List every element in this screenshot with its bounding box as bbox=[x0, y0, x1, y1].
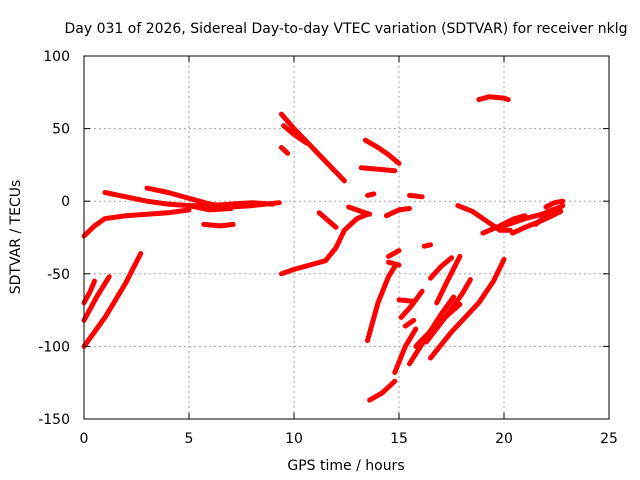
x-axis-label: GPS time / hours bbox=[287, 458, 404, 474]
data-series-arc-23 bbox=[367, 378, 398, 403]
data-series-arc-36 bbox=[455, 203, 513, 233]
data-series-arc-20 bbox=[386, 248, 402, 259]
x-tick-label: 25 bbox=[600, 431, 618, 447]
data-series-arc-30 bbox=[423, 277, 473, 345]
y-axis-label: SDTVAR / TECUs bbox=[8, 180, 24, 295]
data-series-arc-15 bbox=[362, 137, 402, 166]
x-tick-label: 20 bbox=[495, 431, 513, 447]
y-tick-label: 0 bbox=[61, 194, 70, 210]
y-tick-label: -100 bbox=[38, 339, 70, 355]
data-series-arc-12 bbox=[278, 211, 370, 277]
data-series-arc-11 bbox=[281, 123, 310, 146]
x-tick-label: 15 bbox=[390, 431, 408, 447]
data-series-arc-01 bbox=[81, 207, 192, 239]
y-tick-label: 50 bbox=[52, 122, 70, 138]
data-series-arc-16 bbox=[358, 165, 398, 174]
data-series-arc-05 bbox=[201, 221, 236, 229]
data-series-arc-10 bbox=[278, 145, 291, 156]
data-series-arc-03 bbox=[144, 185, 282, 210]
data-series-arc-24 bbox=[365, 264, 398, 344]
y-tick-label: -50 bbox=[47, 267, 70, 283]
data-series-arc-32 bbox=[434, 253, 463, 306]
data-series-arc-40 bbox=[533, 203, 566, 227]
data-series-arc-14 bbox=[346, 204, 373, 217]
data-series-arc-33 bbox=[428, 255, 454, 281]
data-series-arc-29 bbox=[407, 294, 457, 367]
chart-title: Day 031 of 2026, Sidereal Day-to-day VTE… bbox=[65, 21, 628, 37]
plot-frame bbox=[83, 55, 610, 420]
data-series-arc-41 bbox=[543, 198, 566, 210]
tick-layer: 0 5 10 15 20 25 -150 -100 -50 0 50 100 bbox=[38, 49, 618, 447]
data-series-arc-25 bbox=[392, 326, 419, 375]
x-tick-label: 5 bbox=[185, 431, 194, 447]
data-series-arc-13 bbox=[316, 210, 339, 230]
data-series-arc-18 bbox=[383, 206, 412, 219]
y-tick-label: -150 bbox=[38, 412, 70, 428]
data-series-arc-07 bbox=[81, 274, 112, 323]
data-layer bbox=[81, 94, 566, 403]
data-series-arc-31 bbox=[428, 256, 507, 361]
data-series-arc-09 bbox=[278, 111, 347, 184]
data-series-arc-22 bbox=[421, 242, 433, 249]
data-series-arc-34 bbox=[398, 288, 425, 320]
data-series-arc-08 bbox=[81, 278, 97, 306]
x-tick-label: 0 bbox=[80, 431, 89, 447]
y-tick-label: 100 bbox=[43, 49, 70, 65]
data-series-arc-04 bbox=[186, 203, 234, 213]
data-series-arc-17 bbox=[365, 191, 377, 198]
data-series-arc-27 bbox=[402, 317, 417, 329]
data-series-arc-21 bbox=[386, 259, 402, 268]
grid-layer bbox=[84, 56, 609, 419]
data-series-arc-35 bbox=[476, 94, 511, 103]
x-tick-label: 10 bbox=[285, 431, 303, 447]
data-series-arc-06 bbox=[81, 251, 144, 349]
data-series-arc-26 bbox=[396, 297, 417, 304]
data-series-arc-19 bbox=[407, 192, 425, 200]
